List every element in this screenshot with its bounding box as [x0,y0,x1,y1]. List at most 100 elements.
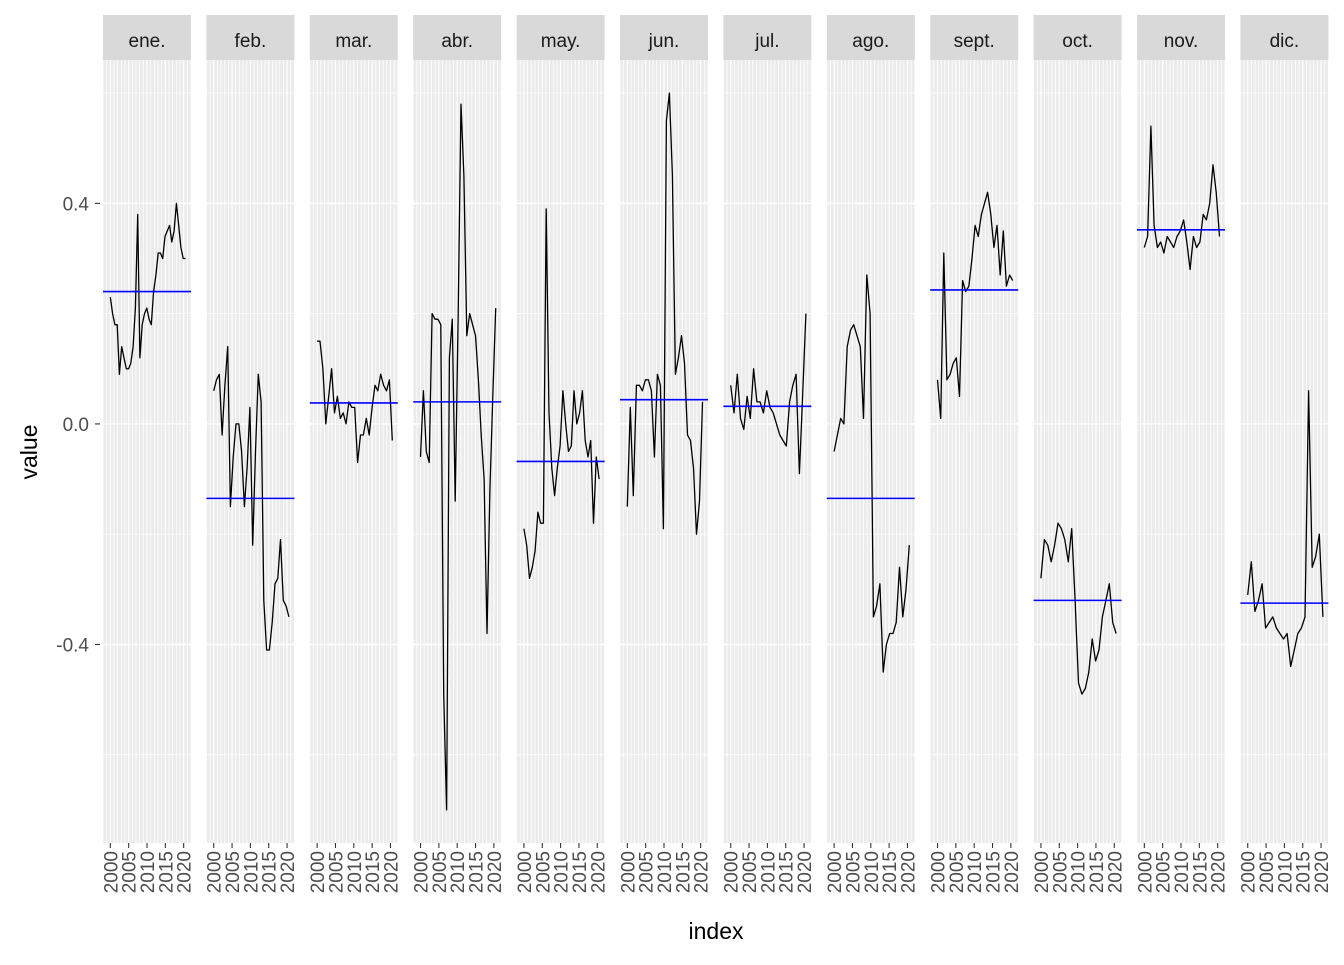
x-tick-label: 2005 [1050,851,1071,893]
x-tick-label: 2015 [1087,851,1108,893]
facet-strip-label: jun. [648,31,680,52]
x-tick-label: 2000 [308,851,329,893]
x-tick-label: 2020 [1209,851,1230,893]
x-tick-label: 2020 [1002,851,1023,893]
x-tick-label: 2015 [1190,851,1211,893]
x-tick-label: 2010 [552,851,573,893]
facet-strip [930,15,1019,60]
x-tick-label: 2000 [929,851,950,893]
x-tick-label: 2020 [899,851,920,893]
facet-strip [1137,15,1225,60]
y-axis: -0.4 0.0 0.4 [56,194,100,656]
series-line [213,346,290,651]
x-tick-label: 2015 [1294,851,1315,893]
facet-strip [723,15,812,60]
x-axis-title: index [689,918,744,944]
y-tick-label: 0.4 [63,194,90,215]
x-tick-label: 2000 [618,851,639,893]
x-tick-label: 2005 [223,851,244,893]
x-tick-label: 2015 [673,851,694,893]
x-tick-label: 2020 [175,851,196,893]
x-tick-label: 2010 [965,851,986,893]
x-tick-label: 2005 [740,851,761,893]
series-line [936,191,1014,420]
facet-strip-label: nov. [1164,31,1199,52]
facet-strip-label: dic. [1270,31,1300,52]
series-line [833,274,910,673]
facet-strip [413,15,502,60]
x-tick-label: 2015 [363,851,384,893]
facet-strip [516,15,605,60]
series-line [1143,125,1221,271]
x-tick-label: 2020 [382,851,403,893]
series-line [317,340,393,464]
x-tick-label: 2005 [120,851,141,893]
x-tick-label: 2000 [825,851,846,893]
x-tick-label: 2000 [515,851,536,893]
facet-panels: ene.20002005201020152020feb.200020052010… [101,15,1333,893]
series-line [730,313,807,475]
facet-strip-label: ago. [852,31,889,52]
y-tick-label: -0.4 [56,635,89,656]
series-line [1247,390,1324,668]
x-tick-label: 2010 [138,851,159,893]
x-tick-label: 2010 [345,851,366,893]
series-line [109,202,186,375]
x-tick-label: 2010 [1275,851,1296,893]
x-tick-label: 2000 [101,851,122,893]
x-tick-label: 2010 [655,851,676,893]
facet-strip [309,15,398,60]
x-tick-label: 2020 [1105,851,1126,893]
x-tick-label: 2015 [880,851,901,893]
x-tick-label: 2020 [692,851,713,893]
x-tick-label: 2020 [278,851,299,893]
facet-strip-label: ene. [129,31,166,52]
x-tick-label: 2010 [1172,851,1193,893]
x-tick-label: 2005 [327,851,348,893]
x-tick-label: 2015 [156,851,177,893]
facet-strip-label: sept. [954,31,995,52]
x-tick-label: 2020 [588,851,609,893]
facet-strip [1240,15,1329,60]
x-tick-label: 2020 [1312,851,1333,893]
x-tick-label: 2005 [637,851,658,893]
facet-strip-label: may. [541,31,581,52]
x-tick-label: 2000 [722,851,743,893]
x-tick-label: 2015 [777,851,798,893]
facet-strip [1033,15,1122,60]
x-tick-label: 2000 [1135,851,1156,893]
x-tick-label: 2000 [1239,851,1260,893]
x-tick-label: 2005 [430,851,451,893]
facet-strip-label: abr. [441,31,473,52]
facet-strip-label: mar. [335,31,372,52]
x-tick-label: 2005 [533,851,554,893]
x-tick-label: 2015 [467,851,488,893]
facet-strip [103,15,191,60]
x-tick-label: 2000 [1032,851,1053,893]
x-tick-label: 2015 [260,851,281,893]
series-line [1040,522,1117,695]
y-axis-title: value [16,425,42,480]
facet-strip-label: oct. [1062,31,1093,52]
x-tick-label: 2005 [1154,851,1175,893]
x-tick-label: 2005 [947,851,968,893]
facet-strip-label: jul. [754,31,779,52]
facet-strip-label: feb. [235,31,267,52]
x-tick-label: 2015 [570,851,591,893]
x-tick-label: 2010 [241,851,262,893]
x-tick-label: 2020 [485,851,506,893]
x-tick-label: 2010 [862,851,883,893]
x-tick-label: 2000 [412,851,433,893]
x-tick-label: 2000 [205,851,226,893]
